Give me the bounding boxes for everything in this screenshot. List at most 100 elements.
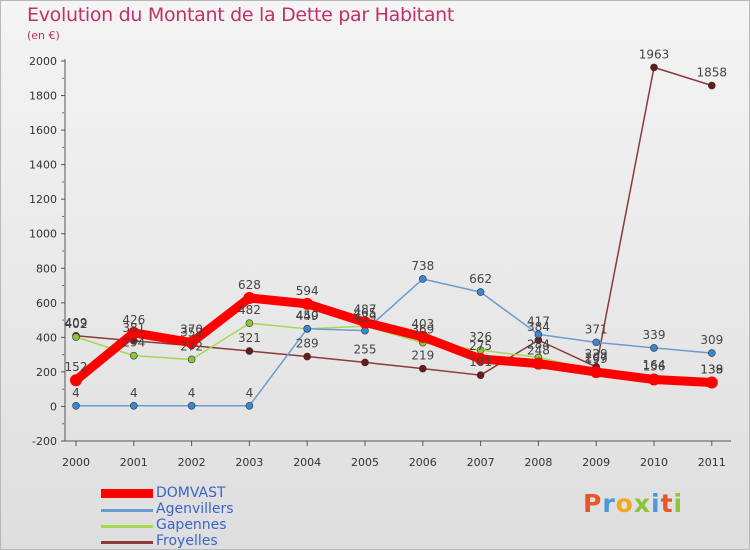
data-label-gapennes: 402	[65, 317, 88, 331]
data-point-froyelles	[303, 352, 312, 361]
y-tick-label: 2000	[29, 55, 57, 68]
x-tick-label: 2010	[640, 456, 668, 469]
x-tick-label: 2007	[467, 456, 495, 469]
data-label-domvast: 594	[296, 284, 319, 298]
y-tick-label: 600	[36, 297, 57, 310]
x-tick-label: 2000	[62, 456, 90, 469]
legend-label-froyelles: Froyelles	[156, 533, 218, 549]
data-label-domvast: 403	[411, 317, 434, 331]
x-tick-label: 2005	[351, 456, 379, 469]
y-tick-label: -200	[32, 435, 57, 448]
logo-letter: i	[651, 489, 661, 518]
data-point-domvast	[359, 316, 371, 329]
data-point-agenvillers	[187, 401, 196, 410]
data-point-agenvillers	[707, 349, 716, 357]
data-label-domvast: 628	[238, 278, 261, 292]
legend-label-domvast: DOMVAST	[156, 485, 226, 501]
data-point-gapennes	[245, 319, 254, 328]
legend-item-agenvillers: Agenvillers	[101, 501, 301, 517]
x-tick-label: 2006	[409, 456, 437, 469]
y-tick-label: 1200	[29, 193, 57, 206]
data-label-froyelles: 384	[527, 320, 550, 334]
data-label-domvast: 370	[180, 323, 203, 337]
data-label-gapennes: 482	[238, 303, 261, 317]
legend-item-domvast: DOMVAST	[101, 485, 301, 501]
data-label-agenvillers: 4	[246, 386, 254, 400]
data-label-froyelles: 1963	[639, 47, 670, 61]
y-tick-label: 1000	[29, 228, 57, 241]
data-point-froyelles	[707, 81, 716, 90]
data-point-agenvillers	[650, 344, 658, 352]
data-point-domvast	[532, 357, 545, 370]
data-label-domvast: 275	[469, 339, 492, 353]
chart-subtitle: (en €)	[27, 29, 60, 42]
data-label-domvast: 156	[643, 360, 666, 374]
data-point-froyelles	[361, 358, 369, 367]
data-label-domvast: 426	[122, 313, 145, 327]
data-point-froyelles	[418, 364, 427, 373]
logo-letter: t	[660, 489, 674, 518]
legend-item-froyelles: Froyelles	[101, 533, 301, 549]
data-label-domvast: 248	[527, 344, 550, 358]
legend-swatch-domvast	[101, 489, 153, 498]
data-point-domvast	[127, 326, 140, 339]
logo-letter: o	[615, 489, 634, 518]
data-label-froyelles: 255	[354, 342, 377, 356]
data-label-froyelles: 181	[469, 355, 492, 369]
x-tick-label: 2008	[524, 456, 552, 469]
data-label-domvast: 199	[585, 352, 608, 366]
legend-label-gapennes: Gapennes	[156, 517, 227, 533]
data-label-froyelles: 229	[585, 347, 608, 361]
y-tick-label: 1600	[29, 124, 57, 137]
legend-swatch-froyelles	[101, 541, 153, 544]
data-label-agenvillers: 662	[469, 272, 492, 286]
x-tick-label: 2001	[120, 456, 148, 469]
data-label-froyelles: 1858	[697, 66, 728, 80]
data-point-froyelles	[650, 63, 658, 72]
data-point-agenvillers	[592, 338, 601, 347]
x-tick-label: 2002	[178, 456, 206, 469]
data-point-gapennes	[130, 351, 138, 360]
data-point-domvast	[474, 352, 487, 365]
data-point-agenvillers	[476, 288, 485, 296]
data-point-gapennes	[72, 333, 80, 341]
logo-letter: x	[633, 489, 651, 518]
logo-letter: P	[583, 489, 603, 518]
data-label-agenvillers: 417	[527, 314, 550, 328]
data-point-agenvillers	[130, 401, 138, 410]
data-label-gapennes: 449	[296, 309, 319, 323]
data-label-froyelles: 219	[411, 349, 434, 363]
data-label-agenvillers: 309	[700, 333, 723, 347]
legend-swatch-agenvillers	[101, 509, 153, 512]
y-tick-label: 200	[36, 366, 57, 379]
data-point-domvast	[301, 297, 314, 310]
data-point-domvast	[648, 373, 660, 386]
data-point-domvast	[243, 291, 256, 304]
data-point-agenvillers	[72, 401, 80, 410]
data-label-froyelles: 321	[238, 331, 261, 345]
data-label-froyelles: 381	[122, 321, 145, 335]
data-label-gapennes: 294	[122, 336, 145, 350]
data-label-gapennes: 272	[180, 339, 203, 353]
x-tick-label: 2003	[235, 456, 263, 469]
data-point-domvast	[70, 374, 82, 387]
y-tick-label: 0	[50, 400, 57, 413]
y-tick-label: 400	[36, 331, 57, 344]
y-tick-label: 800	[36, 262, 57, 275]
data-label-gapennes: 465	[354, 306, 377, 320]
x-tick-label: 2009	[582, 456, 610, 469]
x-tick-label: 2004	[293, 456, 321, 469]
data-point-froyelles	[476, 371, 485, 379]
data-label-agenvillers: 738	[411, 259, 434, 273]
data-label-gapennes: 164	[643, 358, 666, 372]
y-tick-label: 1400	[29, 159, 57, 172]
data-label-gapennes: 138	[700, 363, 723, 377]
data-label-froyelles: 289	[296, 337, 319, 351]
data-point-agenvillers	[303, 324, 312, 333]
data-label-gapennes: 326	[469, 330, 492, 344]
data-label-gapennes: 369	[411, 323, 434, 337]
series-line-agenvillers	[75, 278, 713, 407]
data-point-froyelles	[245, 347, 254, 355]
